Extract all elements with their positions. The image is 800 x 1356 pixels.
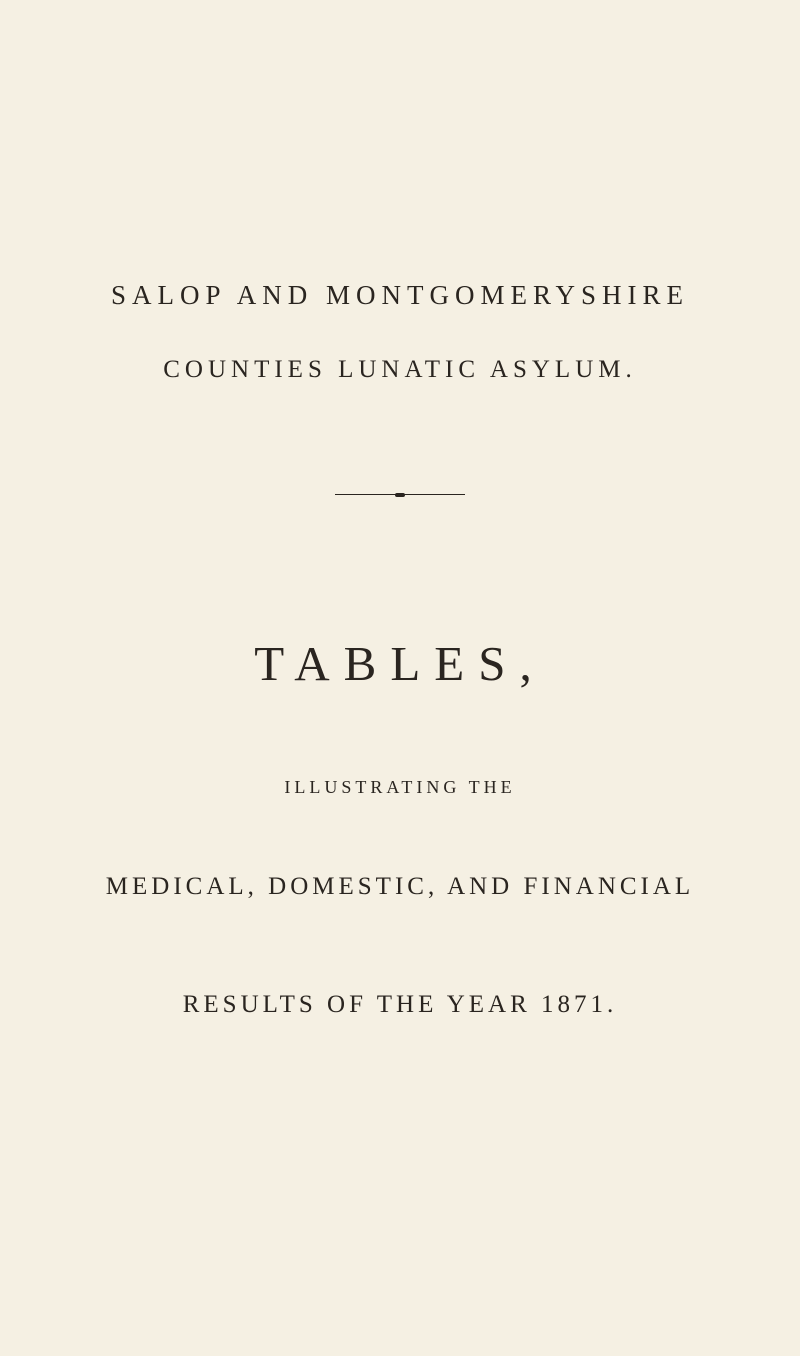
body-line-1: MEDICAL, DOMESTIC, AND FINANCIAL	[90, 873, 710, 901]
header-line-1: SALOP AND MONTGOMERYSHIRE	[90, 280, 710, 311]
document-page: SALOP AND MONTGOMERYSHIRE COUNTIES LUNAT…	[0, 0, 800, 1099]
header-line-2: COUNTIES LUNATIC ASYLUM.	[90, 356, 710, 384]
body-line-2: RESULTS OF THE YEAR 1871.	[90, 991, 710, 1019]
subtitle: ILLUSTRATING THE	[90, 777, 710, 798]
divider-ornament	[335, 494, 465, 495]
main-title: TABLES,	[90, 635, 710, 692]
